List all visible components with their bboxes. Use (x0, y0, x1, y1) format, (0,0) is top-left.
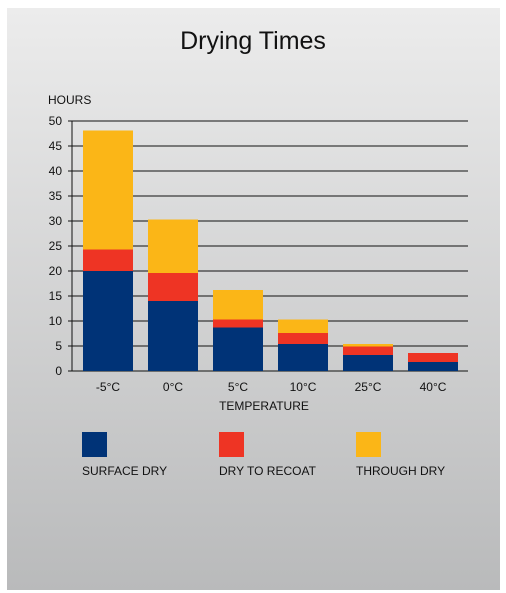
bar-dry-to-recoat (343, 346, 393, 355)
legend-swatch (356, 432, 381, 457)
y-tick-label: 25 (49, 239, 63, 253)
x-tick-label: 25°C (355, 380, 382, 394)
bar-dry-to-recoat (408, 353, 458, 362)
bar-dry-to-recoat (148, 273, 198, 301)
x-tick-labels: -5°C 0°C 5°C 10°C 25°C 40°C (96, 380, 447, 394)
bars (83, 130, 458, 371)
x-axis-label: TEMPERATURE (219, 399, 309, 413)
bar-dry-to-recoat (278, 333, 328, 344)
bar-through-dry (83, 130, 133, 250)
x-tick-label: 0°C (163, 380, 183, 394)
y-tick-label: 30 (49, 214, 63, 228)
chart-title: Drying Times (180, 27, 326, 55)
y-tick-label: 35 (49, 189, 63, 203)
bar-surface-dry (408, 362, 458, 371)
x-tick-label: 10°C (290, 380, 317, 394)
bar-surface-dry (278, 344, 328, 371)
x-tick-label: 40°C (420, 380, 447, 394)
bar-through-dry (343, 344, 393, 347)
bar-surface-dry (83, 271, 133, 371)
bar-through-dry (148, 219, 198, 273)
legend-label: DRY TO RECOAT (219, 464, 317, 478)
y-axis-label: HOURS (48, 93, 91, 107)
y-tick-label: 5 (55, 339, 62, 353)
y-tick-label: 40 (49, 164, 63, 178)
bar-dry-to-recoat (83, 249, 133, 271)
y-tick-label: 50 (49, 114, 63, 128)
bar-through-dry (213, 290, 263, 320)
y-tick-label: 20 (49, 264, 63, 278)
y-tick-label: 45 (49, 139, 63, 153)
legend: SURFACE DRY DRY TO RECOAT THROUGH DRY (82, 432, 445, 478)
x-tick-label: 5°C (228, 380, 248, 394)
x-tick-label: -5°C (96, 380, 120, 394)
legend-label: THROUGH DRY (356, 464, 445, 478)
legend-label: SURFACE DRY (82, 464, 167, 478)
legend-swatch (219, 432, 244, 457)
bar-surface-dry (148, 301, 198, 371)
legend-swatch (82, 432, 107, 457)
bar-surface-dry (213, 327, 263, 371)
bar-surface-dry (343, 355, 393, 371)
y-tick-labels: 0 5 10 15 20 25 30 35 40 45 50 (49, 114, 63, 378)
bar-through-dry (278, 319, 328, 333)
gridlines (68, 120, 468, 372)
y-tick-label: 0 (55, 364, 62, 378)
bar-dry-to-recoat (213, 319, 263, 328)
y-tick-label: 15 (49, 289, 63, 303)
y-tick-label: 10 (49, 314, 63, 328)
